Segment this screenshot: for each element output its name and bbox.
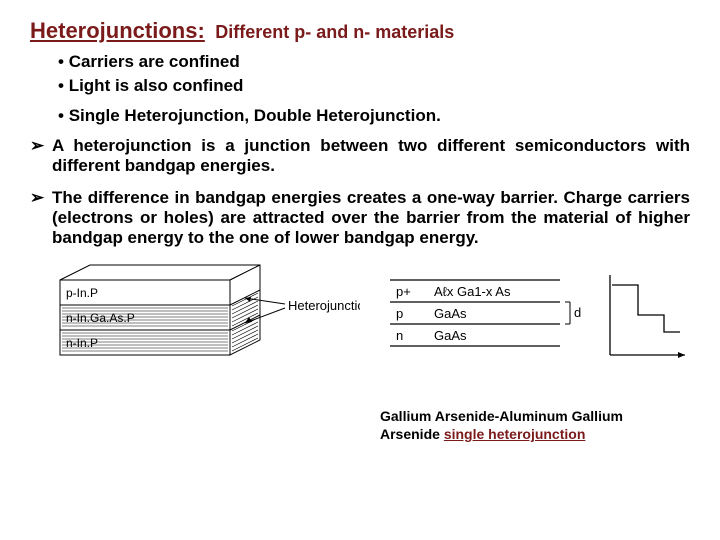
right-diagram: p+ Aℓx Ga1-x As p GaAs n GaAs d — [380, 260, 690, 443]
bullet-item: Light is also confined — [58, 76, 690, 96]
arrow-icon: ➢ — [30, 136, 52, 176]
paragraph-text: A heterojunction is a junction between t… — [52, 136, 690, 176]
bullet-list: Carriers are confined Light is also conf… — [58, 52, 690, 126]
row-left: p+ — [396, 284, 411, 299]
title-sub: Different p- and n- materials — [215, 22, 454, 42]
figures-row: p-In.P n-In.Ga.As.P n-In.P Heterojunctio… — [30, 260, 690, 443]
bullet-item: Carriers are confined — [58, 52, 690, 72]
bullet-item: Single Heterojunction, Double Heterojunc… — [58, 106, 690, 126]
layer-label: n-In.Ga.As.P — [66, 311, 135, 325]
paragraph-2: ➢ The difference in bandgap energies cre… — [30, 188, 690, 248]
caption-line2a: Arsenide — [380, 426, 444, 442]
row-right: Aℓx Ga1-x As — [434, 284, 511, 299]
left-diagram: p-In.P n-In.Ga.As.P n-In.P Heterojunctio… — [30, 260, 360, 395]
arrow-icon: ➢ — [30, 188, 52, 248]
row-left: n — [396, 328, 403, 343]
figure-caption: Gallium Arsenide-Aluminum Gallium Arseni… — [380, 407, 690, 443]
paragraph-text: The difference in bandgap energies creat… — [52, 188, 690, 248]
title-main: Heterojunctions: — [30, 18, 205, 43]
layer-label: p-In.P — [66, 286, 98, 300]
row-right: GaAs — [434, 328, 467, 343]
paragraph-1: ➢ A heterojunction is a junction between… — [30, 136, 690, 176]
callout-label: Heterojunctions — [288, 298, 360, 313]
caption-line2b: single heterojunction — [444, 426, 586, 442]
bracket-label: d — [574, 305, 581, 320]
row-right: GaAs — [434, 306, 467, 321]
row-left: p — [396, 306, 403, 321]
caption-line1: Gallium Arsenide-Aluminum Gallium — [380, 408, 623, 424]
layer-label: n-In.P — [66, 336, 98, 350]
slide-title: Heterojunctions: Different p- and n- mat… — [30, 18, 690, 44]
